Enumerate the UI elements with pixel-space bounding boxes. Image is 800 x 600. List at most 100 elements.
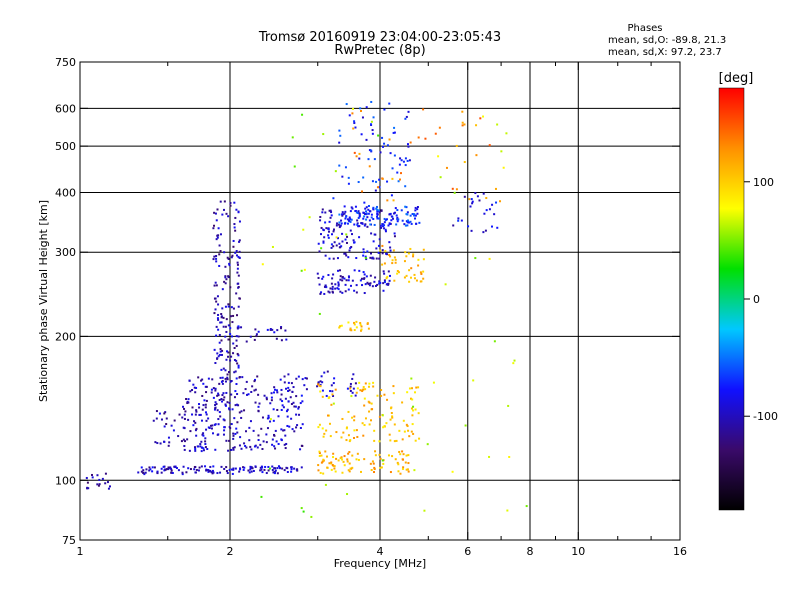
data-points	[85, 100, 528, 518]
data-point	[406, 159, 409, 162]
data-point	[394, 211, 397, 214]
data-point	[382, 145, 385, 148]
data-point	[405, 206, 408, 209]
data-point	[227, 305, 230, 308]
data-point	[327, 234, 330, 237]
data-point	[292, 386, 295, 389]
data-point	[140, 470, 143, 473]
data-point	[370, 149, 373, 152]
data-point	[295, 413, 298, 416]
data-point	[328, 257, 331, 260]
data-point	[194, 447, 197, 450]
data-point	[359, 279, 362, 282]
data-point	[340, 324, 343, 327]
data-point	[327, 290, 330, 293]
data-point	[254, 378, 257, 381]
data-point	[381, 177, 384, 180]
data-point	[410, 267, 413, 270]
data-point	[200, 379, 203, 382]
data-point	[170, 469, 173, 472]
data-point	[377, 244, 380, 247]
data-point	[488, 144, 491, 147]
data-point	[375, 257, 378, 260]
data-point	[382, 270, 385, 273]
data-point	[417, 136, 420, 139]
data-point	[391, 177, 394, 180]
data-point	[269, 328, 272, 331]
data-point	[463, 161, 466, 164]
data-point	[364, 382, 367, 385]
data-point	[374, 284, 377, 287]
data-point	[353, 223, 356, 226]
data-point	[373, 466, 376, 469]
data-point	[297, 375, 300, 378]
data-point	[381, 414, 384, 417]
data-point	[229, 359, 232, 362]
data-point	[370, 120, 373, 123]
data-point	[390, 219, 393, 222]
data-point	[389, 439, 392, 442]
data-point	[193, 420, 196, 423]
data-point	[209, 465, 212, 468]
data-point	[341, 232, 344, 235]
data-point	[364, 207, 367, 210]
data-point	[422, 258, 425, 261]
data-point	[415, 386, 418, 389]
data-point	[460, 219, 463, 222]
data-point	[251, 385, 254, 388]
data-point	[330, 461, 333, 464]
data-point	[397, 218, 400, 221]
data-point	[367, 327, 370, 330]
data-point	[351, 233, 354, 236]
data-point	[355, 211, 358, 214]
data-point	[236, 267, 239, 270]
data-point	[405, 274, 408, 277]
colorbar-unit-label: [deg]	[719, 71, 754, 86]
data-point	[400, 172, 403, 175]
data-point	[231, 254, 234, 257]
data-point	[345, 233, 348, 236]
data-point	[325, 286, 328, 289]
data-point	[331, 233, 334, 236]
data-point	[349, 387, 352, 390]
colorbar-ticks: -100 0 100	[744, 176, 778, 423]
data-point	[399, 472, 402, 475]
data-point	[216, 357, 219, 360]
data-point	[335, 431, 338, 434]
data-point	[224, 403, 227, 406]
data-point	[248, 439, 251, 442]
data-point	[250, 448, 253, 451]
data-point	[210, 388, 213, 391]
data-point	[417, 258, 420, 261]
data-point	[332, 197, 335, 200]
data-point	[225, 358, 228, 361]
data-point	[245, 380, 248, 383]
data-point	[234, 467, 237, 470]
data-point	[337, 283, 340, 286]
data-point	[419, 271, 422, 274]
data-point	[414, 408, 417, 411]
data-point	[348, 114, 351, 117]
data-point	[140, 466, 143, 469]
data-point	[291, 428, 294, 431]
data-point	[330, 468, 333, 471]
data-point	[397, 180, 400, 183]
data-point	[358, 381, 361, 384]
data-point	[245, 430, 248, 433]
data-point	[187, 467, 190, 470]
data-point	[283, 375, 286, 378]
data-point	[365, 275, 368, 278]
data-point	[396, 209, 399, 212]
data-point	[205, 469, 208, 472]
data-point	[220, 313, 223, 316]
data-point	[327, 397, 330, 400]
data-point	[378, 217, 381, 220]
data-point	[351, 207, 354, 210]
data-point	[321, 427, 324, 430]
data-point	[321, 460, 324, 463]
data-point	[144, 471, 147, 474]
data-point	[295, 426, 298, 429]
data-point	[297, 406, 300, 409]
data-point	[219, 250, 222, 253]
y-tick-label: 500	[55, 140, 76, 153]
